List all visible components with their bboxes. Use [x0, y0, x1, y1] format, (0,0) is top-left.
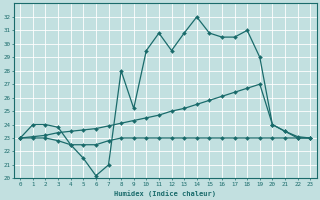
X-axis label: Humidex (Indice chaleur): Humidex (Indice chaleur)	[114, 190, 216, 197]
